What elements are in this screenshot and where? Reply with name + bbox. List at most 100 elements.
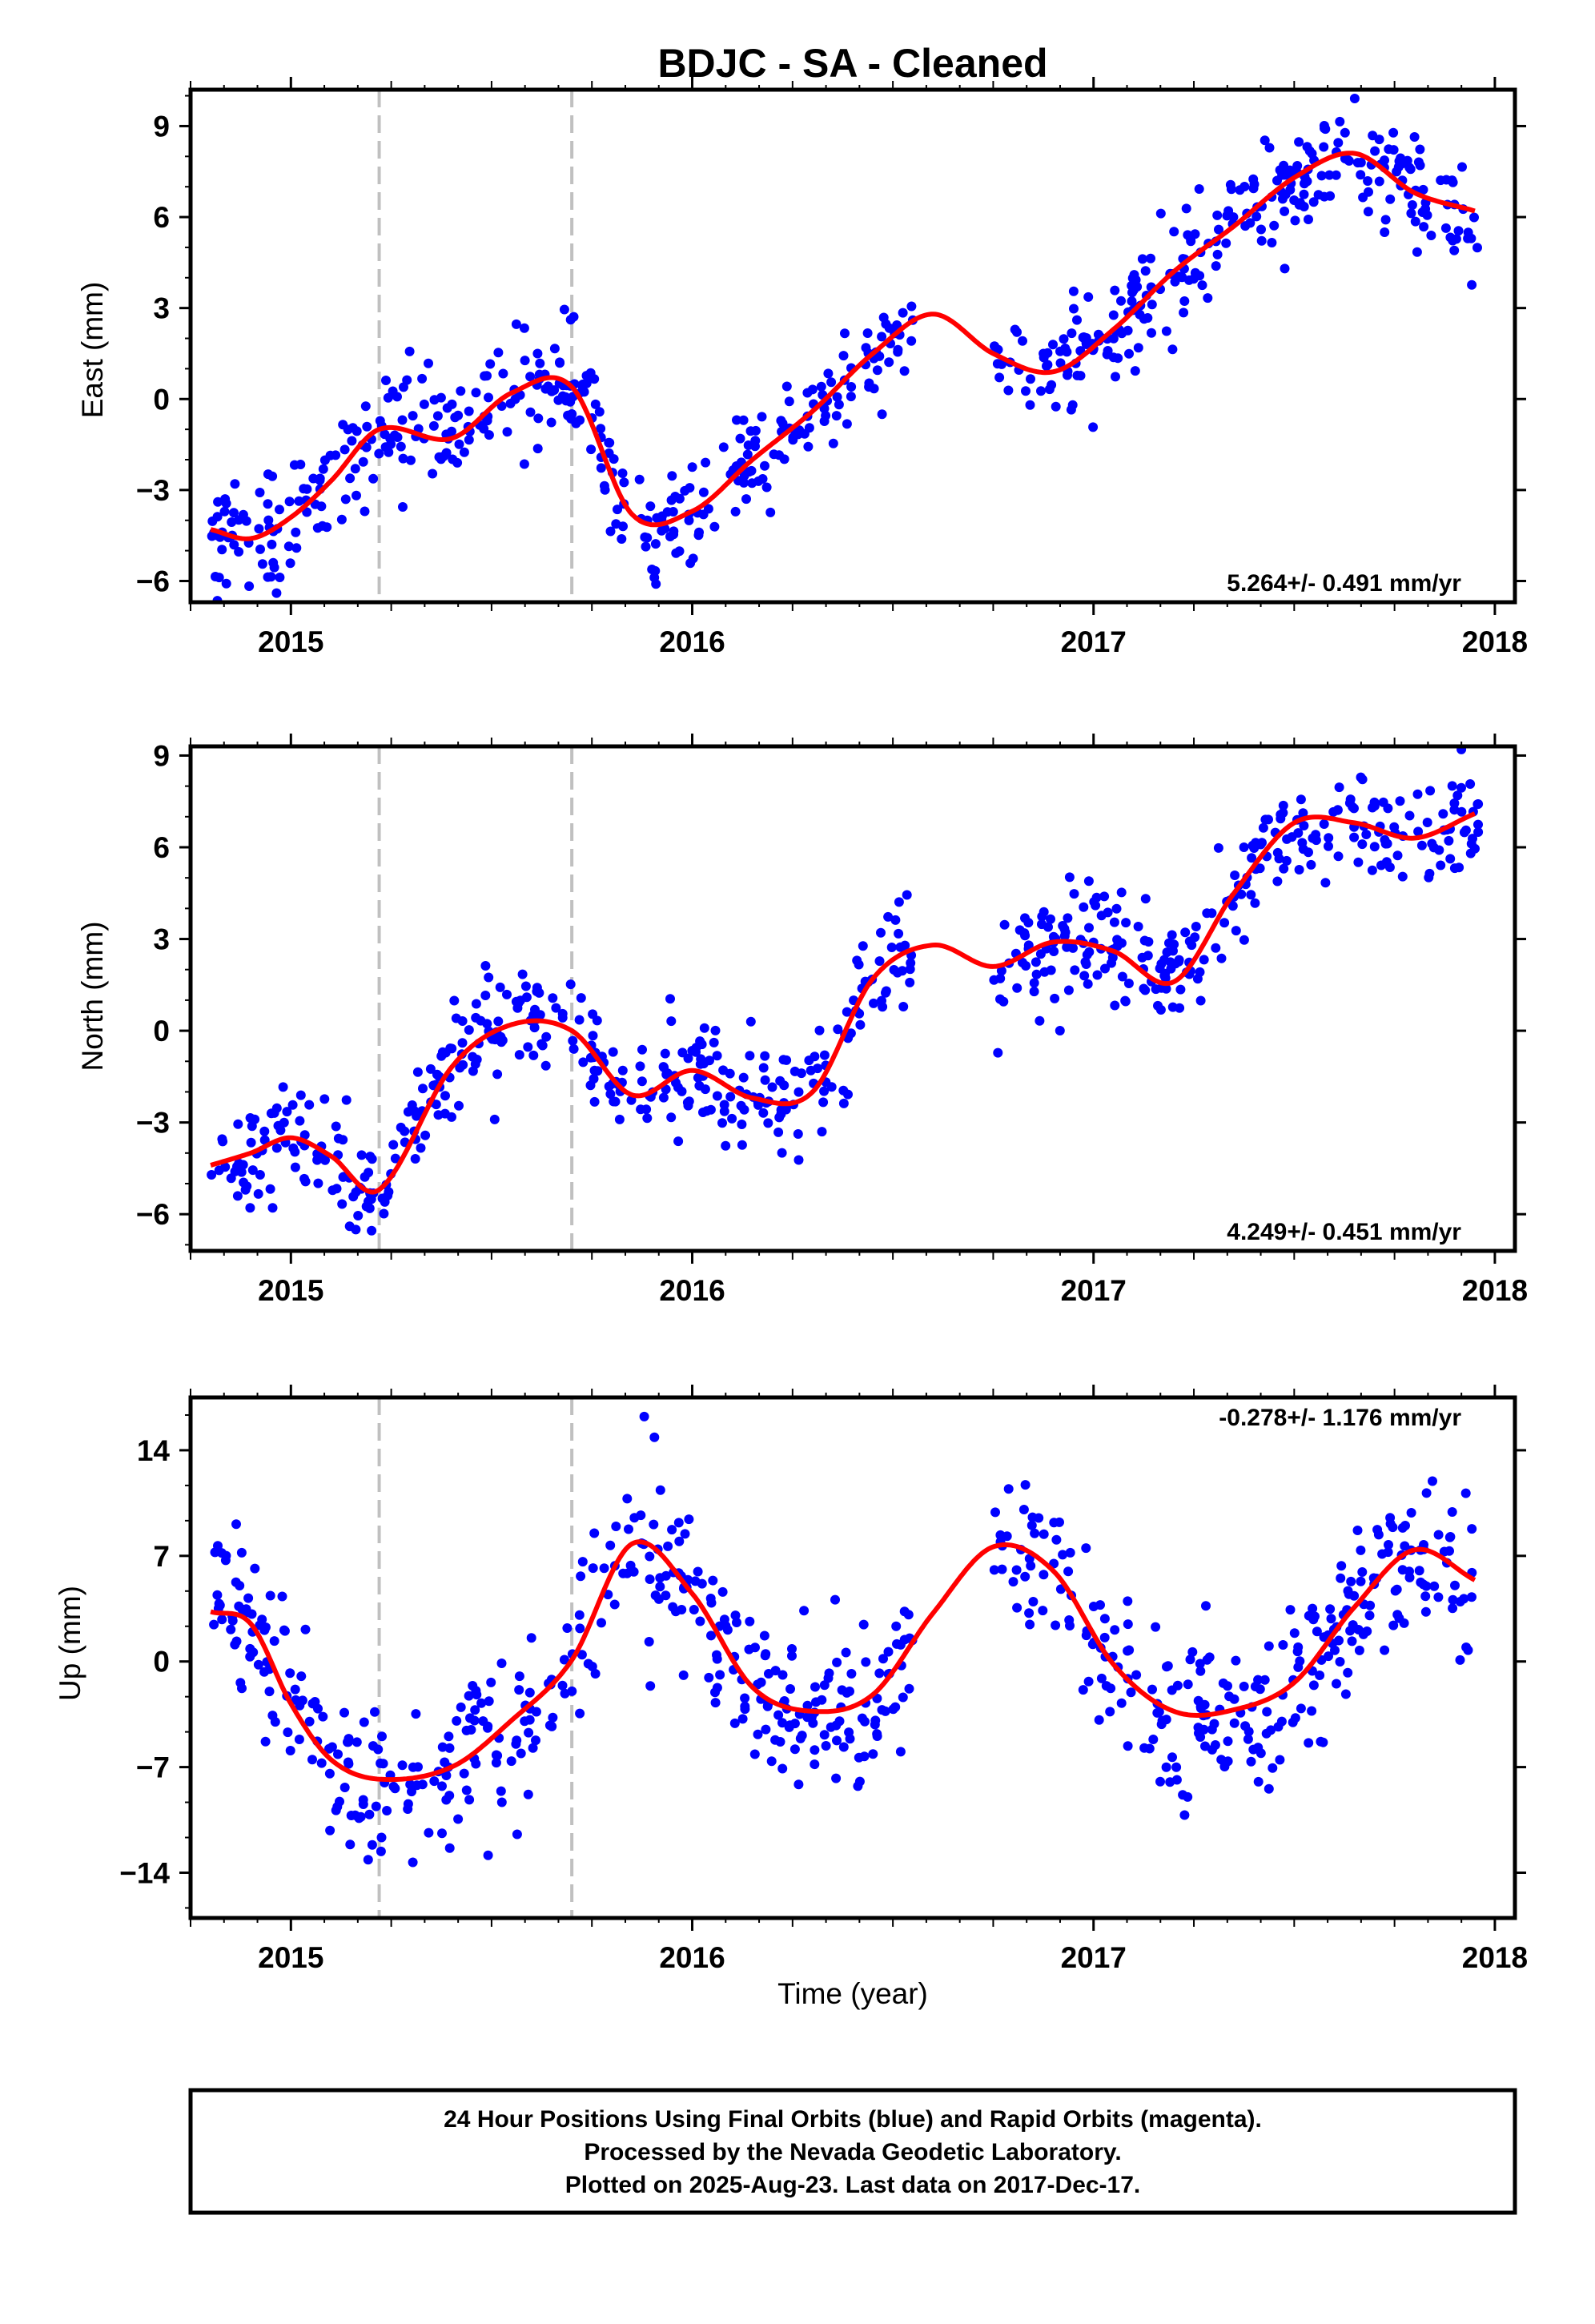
north-data-point <box>565 979 576 990</box>
east-data-point <box>454 439 464 449</box>
north-data-point <box>1107 958 1116 968</box>
north-data-point <box>1404 810 1415 821</box>
north-data-point <box>232 1191 243 1201</box>
up-data-point <box>1421 1488 1432 1498</box>
east-data-point <box>590 399 601 409</box>
up-data-point <box>599 1563 609 1574</box>
east-data-point <box>559 304 569 315</box>
up-data-point <box>291 1695 301 1705</box>
east-data-point <box>1214 224 1223 235</box>
east-data-point <box>906 336 917 346</box>
east-data-point <box>404 346 415 356</box>
up-data-point <box>667 1525 677 1535</box>
east-data-point <box>1067 328 1077 339</box>
up-data-point <box>1209 1719 1219 1729</box>
north-data-point <box>1083 979 1093 989</box>
north-data-point <box>1099 891 1110 902</box>
north-data-point <box>271 1103 282 1113</box>
north-data-point <box>1092 970 1103 980</box>
east-data-point <box>1130 366 1140 376</box>
east-data-point <box>647 565 657 574</box>
north-data-point <box>1191 922 1201 931</box>
east-data-point <box>1370 146 1380 156</box>
up-data-point <box>1307 1706 1317 1716</box>
east-data-point <box>284 497 295 507</box>
north-data-point <box>367 1225 377 1236</box>
north-data-point <box>458 1059 468 1070</box>
north-data-point <box>588 1031 598 1041</box>
east-data-point <box>1304 215 1313 224</box>
east-data-point <box>1380 215 1391 225</box>
north-data-point <box>273 1120 283 1131</box>
east-data-point <box>275 505 284 515</box>
up-data-point <box>903 1610 914 1620</box>
east-data-point <box>1174 271 1184 282</box>
up-data-point <box>995 1530 1006 1540</box>
north-data-point <box>695 1059 705 1069</box>
up-data-point <box>279 1626 290 1636</box>
north-data-point <box>1452 790 1463 801</box>
east-data-point <box>877 409 887 420</box>
north-data-point <box>520 981 531 991</box>
north-data-point <box>259 1126 270 1136</box>
north-data-point <box>999 919 1010 930</box>
up-data-point <box>898 1692 908 1703</box>
up-data-point <box>1194 1728 1203 1739</box>
east-data-point <box>263 469 273 480</box>
north-data-point <box>1382 838 1392 849</box>
north-data-point <box>379 1208 389 1219</box>
up-data-point <box>787 1644 797 1654</box>
up-data-point <box>227 1615 238 1626</box>
north-data-point <box>701 1106 712 1116</box>
east-data-point <box>1248 174 1259 184</box>
up-data-point <box>1178 1790 1188 1800</box>
east-data-point <box>217 545 227 555</box>
up-data-point <box>1264 1783 1274 1794</box>
north-data-point <box>489 1114 500 1124</box>
up-data-point <box>655 1582 665 1592</box>
east-data-point <box>397 415 408 425</box>
east-data-point <box>255 488 265 497</box>
east-x-tick-label: 2015 <box>258 625 323 658</box>
east-frame <box>188 87 1517 605</box>
up-data-point <box>575 1623 585 1634</box>
up-data-point <box>1461 1642 1472 1652</box>
east-data-point <box>1320 123 1329 134</box>
north-data-point <box>705 1055 714 1066</box>
north-data-point <box>1174 955 1184 965</box>
east-data-point <box>864 378 874 388</box>
north-data-point <box>1162 947 1172 958</box>
north-data-point <box>1279 863 1289 874</box>
east-data-point <box>238 509 248 520</box>
up-data-point <box>622 1568 633 1578</box>
north-data-point <box>537 1040 548 1051</box>
up-data-point <box>577 1557 588 1567</box>
up-data-point <box>1058 1550 1068 1560</box>
up-data-point <box>1207 1744 1217 1755</box>
north-data-point <box>709 1037 719 1047</box>
east-data-point <box>781 381 792 392</box>
up-data-point <box>1414 1566 1424 1576</box>
up-data-point <box>1123 1596 1133 1606</box>
north-data-point <box>855 1019 866 1030</box>
up-data-point <box>766 1756 777 1767</box>
north-data-point <box>810 1051 820 1062</box>
north-data-point <box>271 1143 282 1153</box>
up-data-point <box>609 1599 620 1610</box>
east-data-point <box>594 407 605 417</box>
north-data-point <box>1416 840 1427 850</box>
north-data-point <box>514 1050 524 1060</box>
east-data-point <box>1380 155 1389 166</box>
up-data-point <box>1020 1571 1031 1582</box>
north-y-tick-label: 0 <box>153 1015 170 1047</box>
east-data-point <box>380 429 390 440</box>
east-data-point <box>424 358 433 368</box>
north-data-point <box>683 1100 693 1111</box>
up-data-point <box>1065 1621 1075 1630</box>
north-data-point <box>1195 995 1206 1006</box>
up-y-tick-label: −14 <box>119 1856 170 1889</box>
east-data-point <box>317 521 327 531</box>
east-data-point <box>575 415 585 425</box>
up-data-point <box>722 1625 733 1635</box>
up-data-point <box>464 1795 475 1805</box>
